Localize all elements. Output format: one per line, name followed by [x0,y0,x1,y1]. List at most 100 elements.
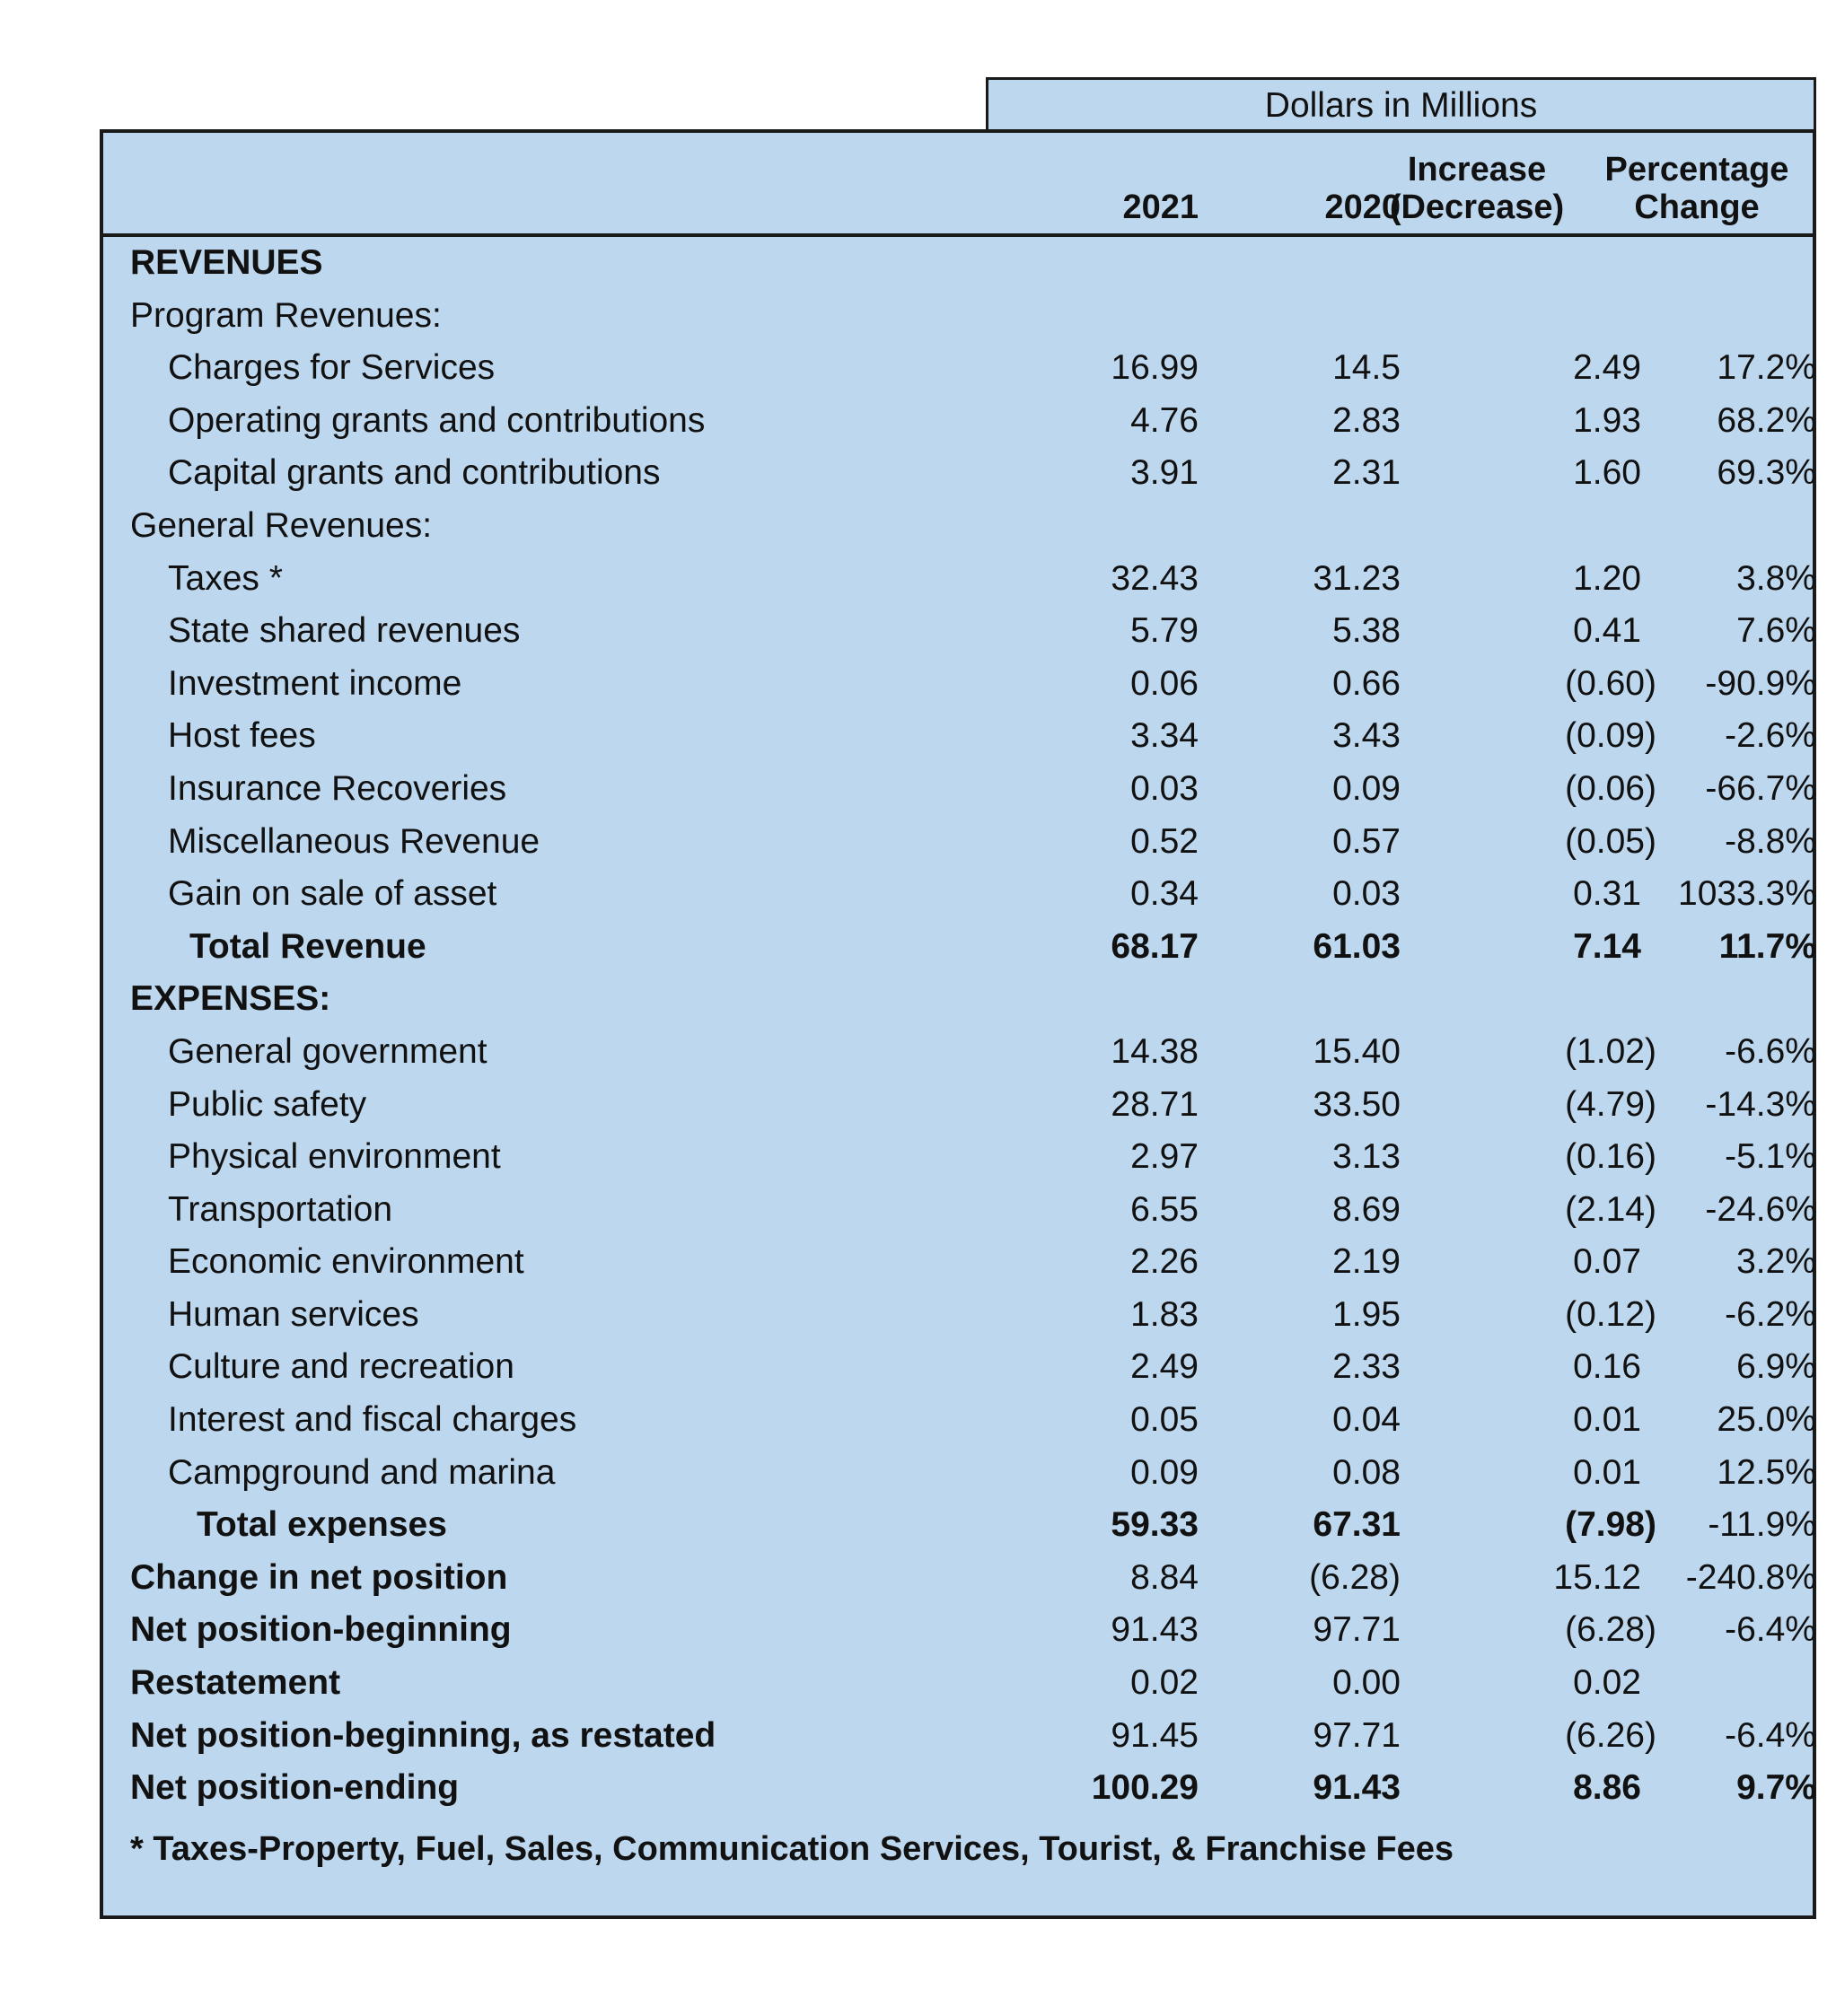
cell-2020: 15.40 [1313,1031,1401,1071]
cell-2021: 0.34 [1130,874,1199,914]
table-row: Taxes * 32.43 31.23 1.20 3.8% [103,553,1816,606]
cell-2020: 0.66 [1332,663,1401,703]
cell-change: 0.01 [1573,1400,1641,1440]
cell-change: 0.31 [1573,874,1641,914]
cell-2020: 5.38 [1332,611,1401,651]
cell-change: (0.09) [1565,716,1656,756]
row-label: State shared revenues [168,611,521,651]
cell-pct: -14.3% [1705,1084,1816,1124]
row-label: Miscellaneous Revenue [168,821,540,861]
cell-pct: 17.2% [1717,348,1816,388]
row-label: Culture and recreation [168,1347,514,1387]
cell-2021: 2.26 [1130,1242,1199,1282]
cell-pct: 7.6% [1736,611,1816,651]
row-label: Total expenses [197,1505,447,1545]
cell-2021: 5.79 [1130,611,1199,651]
row-label: Net position-ending [130,1768,460,1808]
col-header-increase-line1: Increase [1407,151,1547,188]
table-row: Investment income 0.06 0.66 (0.60) -90.9… [103,658,1816,711]
cell-pct: 6.9% [1736,1347,1816,1387]
cell-change: 2.49 [1573,348,1641,388]
table-row: Host fees 3.34 3.43 (0.09) -2.6% [103,710,1816,763]
cell-pct: 25.0% [1717,1400,1816,1440]
table-row: Insurance Recoveries 0.03 0.09 (0.06) -6… [103,763,1816,816]
cell-pct: -6.4% [1725,1610,1816,1650]
cell-change: (4.79) [1565,1084,1656,1124]
cell-change: 0.07 [1573,1242,1641,1282]
cell-2021: 28.71 [1111,1084,1199,1124]
table-row: Public safety 28.71 33.50 (4.79) -14.3% [103,1079,1816,1132]
super-header-dollars-in-millions: Dollars in Millions [986,77,1816,129]
section-label: Program Revenues: [130,295,442,335]
change-net-position-row: Change in net position 8.84 (6.28) 15.12… [103,1552,1816,1605]
cell-change: 0.41 [1573,611,1641,651]
col-header-percentage: Percentage Change [1576,151,1818,226]
section-program-revenues: Program Revenues: [103,290,1813,343]
cell-change: 7.14 [1573,926,1641,966]
section-label: REVENUES [130,243,323,282]
cell-2020: 14.5 [1332,348,1401,388]
cell-2021: 2.97 [1130,1137,1199,1177]
cell-change: (6.28) [1565,1610,1656,1650]
cell-pct: -66.7% [1705,768,1816,808]
row-label: Human services [168,1294,419,1334]
row-label: Net position-beginning [130,1610,512,1650]
cell-change: 0.16 [1573,1347,1641,1387]
row-label: Charges for Services [168,348,496,388]
cell-2020: 97.71 [1313,1715,1401,1755]
cell-2020: 3.43 [1332,716,1401,756]
col-header-percentage-line1: Percentage [1604,151,1789,188]
footnote: * Taxes-Property, Fuel, Sales, Communica… [130,1830,1454,1868]
cell-pct: -24.6% [1705,1189,1816,1229]
row-label: General government [168,1031,488,1071]
table-row: Interest and fiscal charges 0.05 0.04 0.… [103,1394,1816,1447]
cell-2021: 0.06 [1130,663,1199,703]
cell-pct: -6.4% [1725,1715,1816,1755]
cell-pct: 3.2% [1736,1242,1816,1282]
row-label: Economic environment [168,1242,524,1282]
cell-pct: -8.8% [1725,821,1816,861]
cell-2020: 2.83 [1332,400,1401,440]
cell-change: (1.02) [1565,1031,1656,1071]
cell-2021: 1.83 [1130,1294,1199,1334]
cell-2020: 33.50 [1313,1084,1401,1124]
cell-2021: 0.05 [1130,1400,1199,1440]
table-row: Operating grants and contributions 4.76 … [103,395,1816,448]
table-row: Charges for Services 16.99 14.5 2.49 17.… [103,342,1816,395]
table-body: REVENUES Program Revenues: Charges for S… [103,237,1816,1815]
cell-pct: -2.6% [1725,716,1816,756]
cell-pct: -6.2% [1725,1294,1816,1334]
cell-2021: 0.02 [1130,1663,1199,1703]
row-label: Campground and marina [168,1452,556,1492]
cell-2020: 3.13 [1332,1137,1401,1177]
section-expenses: EXPENSES: [103,973,1813,1026]
cell-pct: -6.6% [1725,1031,1816,1071]
total-expenses-row: Total expenses 59.33 67.31 (7.98) -11.9% [103,1499,1816,1552]
row-label: Investment income [168,663,462,703]
row-label: Insurance Recoveries [168,768,507,808]
net-position-beginning-row: Net position-beginning 91.43 97.71 (6.28… [103,1604,1816,1657]
cell-change: (7.98) [1565,1505,1656,1545]
cell-2020: 61.03 [1313,926,1401,966]
cell-2021: 59.33 [1111,1505,1199,1545]
cell-2020: 0.04 [1332,1400,1401,1440]
cell-2021: 14.38 [1111,1031,1199,1071]
row-label: Restatement [130,1663,341,1703]
cell-2021: 16.99 [1111,348,1199,388]
financial-table: 2021 2020 Increase (Decrease) Percentage… [100,129,1816,1919]
cell-change: 1.60 [1573,453,1641,493]
section-revenues: REVENUES [103,237,1813,290]
cell-2021: 3.91 [1130,453,1199,493]
net-position-ending-row: Net position-ending 100.29 91.43 8.86 9.… [103,1762,1816,1815]
row-label: Total Revenue [189,926,426,966]
col-header-increase: Increase (Decrease) [1342,151,1612,226]
cell-pct: 11.7% [1718,926,1816,966]
row-label: Net position-beginning, as restated [130,1715,716,1755]
cell-change: (0.12) [1565,1294,1656,1334]
cell-2021: 0.09 [1130,1452,1199,1492]
table-row: Economic environment 2.26 2.19 0.07 3.2% [103,1236,1816,1289]
section-general-revenues: General Revenues: [103,500,1813,553]
cell-2021: 2.49 [1130,1347,1199,1387]
column-header-row: 2021 2020 Increase (Decrease) Percentage… [103,133,1813,237]
table-row: Physical environment 2.97 3.13 (0.16) -5… [103,1131,1816,1184]
